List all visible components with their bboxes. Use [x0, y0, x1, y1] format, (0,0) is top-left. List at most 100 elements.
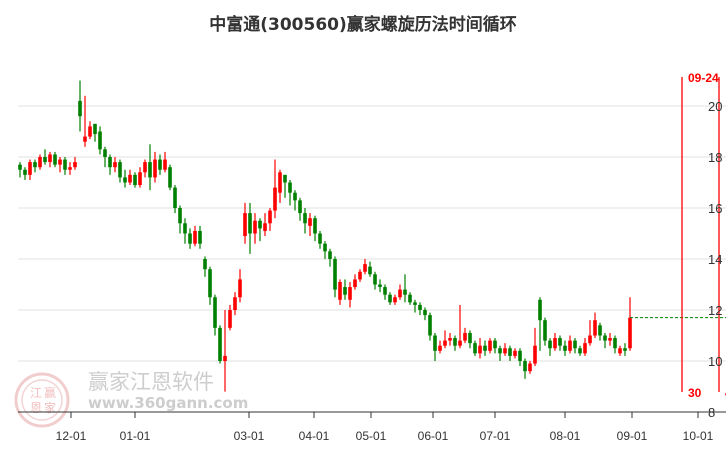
candle	[433, 332, 437, 361]
candle-body	[93, 123, 97, 135]
candle-body	[383, 287, 387, 295]
watermark-seal-icon	[14, 372, 70, 428]
candle-body	[408, 294, 412, 303]
candle-body	[233, 297, 237, 310]
candle	[358, 269, 362, 282]
candle	[398, 284, 402, 300]
candle	[308, 213, 312, 237]
candle-body	[623, 348, 627, 351]
candle	[163, 151, 167, 173]
candle	[508, 345, 512, 361]
candle	[553, 332, 557, 351]
candle-body	[153, 159, 157, 178]
candle	[598, 322, 602, 341]
candle	[283, 174, 287, 198]
candle-body	[348, 287, 352, 300]
watermark-seal-inner-ring	[21, 379, 63, 421]
candle-body	[513, 350, 517, 356]
candle	[108, 154, 112, 175]
candle-body	[108, 157, 112, 168]
candle-body	[343, 287, 347, 295]
candle-body	[333, 259, 337, 290]
cycle-top-label: 09-24	[688, 71, 719, 85]
candle	[273, 159, 277, 219]
candle-body	[213, 297, 217, 328]
candle-body	[628, 317, 632, 349]
candle-body	[308, 218, 312, 226]
candle	[248, 202, 252, 254]
candle-body	[128, 174, 132, 183]
candle-body	[258, 220, 262, 229]
candle	[578, 345, 582, 356]
candle	[503, 343, 507, 356]
candle	[168, 164, 172, 191]
candle	[498, 345, 502, 361]
candle-body	[478, 345, 482, 354]
candle	[428, 312, 432, 341]
candle	[198, 225, 202, 249]
candle	[438, 340, 442, 354]
candle	[223, 310, 227, 392]
candle-body	[43, 157, 47, 163]
candle-body	[68, 167, 72, 170]
candle	[473, 340, 477, 356]
x-tick-label: 08-01	[550, 429, 581, 443]
candle-body	[563, 345, 567, 351]
candle-body	[603, 335, 607, 341]
candle	[298, 197, 302, 221]
candle-body	[248, 213, 252, 234]
candle	[623, 343, 627, 356]
candle	[288, 179, 292, 206]
candle	[333, 256, 337, 298]
candle	[183, 218, 187, 244]
candle	[123, 169, 127, 188]
cycle-bottom-label: 30	[688, 386, 702, 400]
candle	[158, 154, 162, 175]
candle	[338, 279, 342, 305]
candle	[318, 230, 322, 249]
x-tick-label: 06-01	[418, 429, 449, 443]
candle	[573, 338, 577, 354]
y-tick-label: 14	[708, 252, 722, 267]
candle	[133, 172, 137, 188]
candle-body	[38, 157, 42, 168]
candle-body	[313, 218, 317, 234]
candle	[293, 190, 297, 211]
candle-body	[298, 200, 302, 214]
candle-body	[538, 299, 542, 321]
candle	[543, 317, 547, 346]
watermark-brand: 赢家江恩软件	[88, 370, 214, 394]
candle	[468, 330, 472, 349]
candle	[38, 154, 42, 170]
y-tick-label: 16	[708, 201, 722, 216]
candle	[243, 202, 247, 244]
candle	[423, 307, 427, 321]
candle-body	[418, 304, 422, 310]
candle-body	[268, 210, 272, 224]
y-tick-label: 20	[708, 99, 722, 114]
candle	[68, 162, 72, 175]
chart-title: 中富通(300560)赢家螺旋历法时间循环	[209, 15, 517, 35]
candle-body	[618, 348, 622, 354]
candle-body	[53, 154, 57, 165]
candle	[488, 338, 492, 354]
candle	[613, 335, 617, 354]
candle-body	[568, 340, 572, 351]
candle	[213, 294, 217, 336]
candle-body	[368, 266, 372, 275]
candle-body	[253, 220, 257, 234]
candle-body	[273, 187, 277, 211]
candle	[78, 80, 82, 132]
candle-body	[133, 174, 137, 186]
candle	[568, 335, 572, 354]
candle-body	[553, 338, 557, 349]
candle-body	[373, 274, 377, 285]
candle	[263, 213, 267, 237]
candle-body	[328, 251, 332, 259]
candle-body	[403, 289, 407, 295]
candle	[548, 338, 552, 356]
candle	[608, 332, 612, 346]
candle	[388, 292, 392, 305]
candle	[18, 162, 22, 178]
